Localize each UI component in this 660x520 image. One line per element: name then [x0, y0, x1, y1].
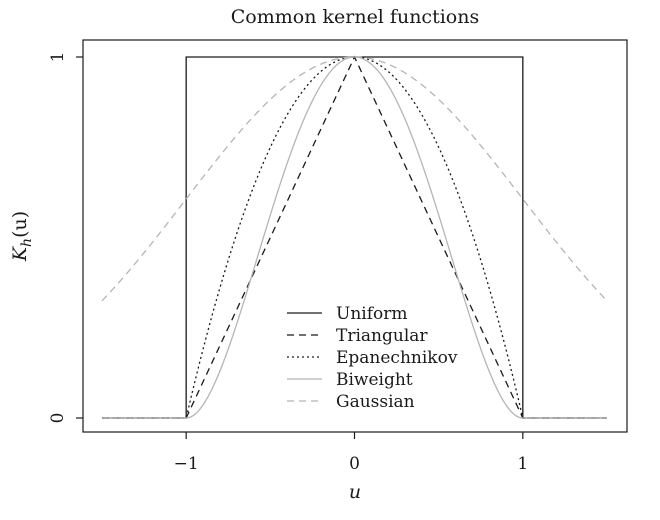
legend-label-uniform: Uniform: [336, 304, 408, 324]
series-line-gaussian: [101, 56, 608, 302]
y-axis-label-main: K: [9, 245, 31, 262]
legend-label-triangular: Triangular: [336, 326, 428, 346]
chart-title: Common kernel functions: [231, 6, 479, 28]
series-line-biweight: [102, 56, 607, 419]
y-axis-label-sub: h: [19, 238, 35, 247]
x-axis-label: u: [349, 481, 361, 503]
axis-layer: −1 0 1 0 1: [48, 52, 528, 474]
x-tick-label: −1: [174, 454, 199, 474]
legend: UniformTriangularEpanechnikovBiweightGau…: [287, 304, 458, 412]
y-axis-label-arg: (u): [9, 211, 31, 238]
series-layer: [101, 55, 608, 419]
legend-label-gaussian: Gaussian: [336, 392, 415, 412]
y-tick-label: 0: [48, 413, 68, 424]
x-tick-label: 0: [349, 454, 360, 474]
y-axis-label: Kh(u): [9, 211, 35, 262]
y-tick-label: 1: [48, 52, 68, 63]
legend-label-biweight: Biweight: [336, 370, 413, 390]
x-tick-label: 1: [517, 454, 528, 474]
legend-label-epanechnikov: Epanechnikov: [336, 348, 458, 368]
